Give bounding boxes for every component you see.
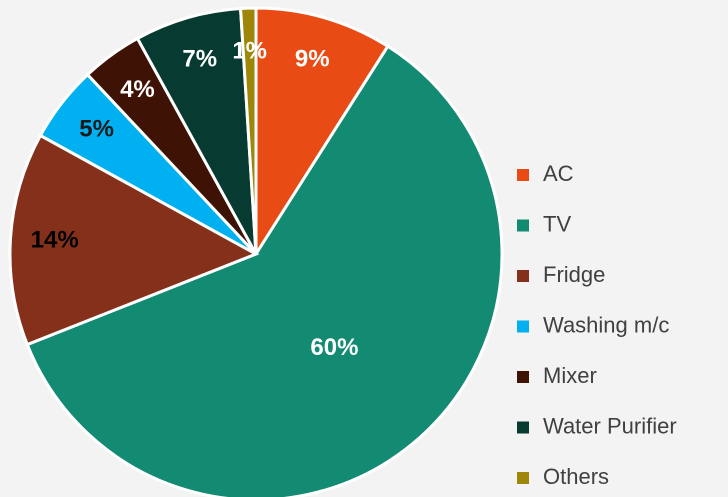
data-label: 7% — [182, 46, 217, 73]
legend-label: Water Purifier — [543, 413, 677, 438]
legend-label: TV — [543, 211, 571, 236]
legend-swatch — [517, 270, 529, 282]
pie-slice — [25, 44, 504, 497]
legend-label: Fridge — [543, 262, 605, 287]
pie-slice — [8, 133, 260, 347]
data-label: 9% — [295, 46, 330, 73]
legend-swatch — [517, 219, 529, 232]
data-label: 60% — [310, 334, 358, 361]
legend-swatch — [517, 371, 529, 383]
legend-label: Others — [543, 464, 609, 489]
data-label: 4% — [120, 76, 155, 103]
pie-slice — [135, 6, 258, 255]
legend-swatch — [517, 320, 529, 333]
legend-swatch — [517, 472, 529, 484]
pie-slice — [254, 6, 390, 260]
legend-label: Washing m/c — [543, 312, 669, 337]
data-label: 14% — [31, 227, 79, 254]
legend-swatch — [517, 169, 529, 181]
legend-label: AC — [543, 161, 574, 186]
legend-swatch — [517, 421, 529, 434]
data-label: 1% — [232, 38, 267, 65]
legend-label: Mixer — [543, 363, 597, 388]
data-label: 5% — [79, 116, 114, 143]
pie-slice — [238, 6, 258, 255]
